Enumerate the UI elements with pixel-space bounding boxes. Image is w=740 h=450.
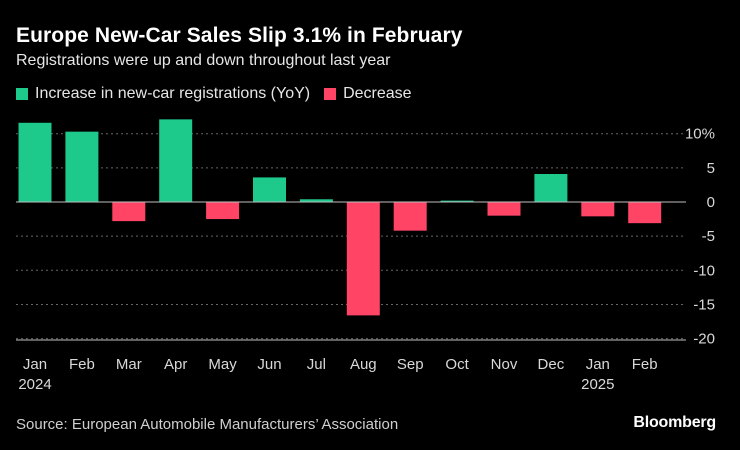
legend-swatch-increase bbox=[16, 88, 28, 100]
bar bbox=[18, 122, 52, 202]
bar bbox=[346, 202, 380, 316]
legend-label-increase: Increase in new-car registrations (YoY) bbox=[35, 85, 311, 102]
source-note: Source: European Automobile Manufacturer… bbox=[16, 416, 399, 433]
bar bbox=[253, 177, 286, 202]
x-year-label: 2024 bbox=[18, 376, 51, 393]
x-tick-label: Aug bbox=[350, 356, 377, 373]
y-tick-label: -10 bbox=[693, 262, 715, 279]
x-tick-label: Sep bbox=[397, 356, 424, 373]
legend-item-increase: Increase in new-car registrations (YoY) bbox=[16, 85, 310, 103]
chart-subtitle: Registrations were up and down throughou… bbox=[16, 52, 391, 69]
x-year-label: 2025 bbox=[581, 376, 614, 393]
legend: Increase in new-car registrations (YoY) … bbox=[16, 85, 426, 103]
bar bbox=[393, 202, 427, 231]
x-tick-label: Jan bbox=[586, 356, 610, 373]
y-tick-label: -20 bbox=[693, 331, 715, 348]
x-tick-label: Oct bbox=[445, 356, 469, 373]
bar bbox=[206, 202, 240, 220]
bar bbox=[628, 202, 662, 224]
bar bbox=[112, 202, 146, 222]
y-tick-label: 10% bbox=[685, 126, 715, 143]
x-tick-label: Jul bbox=[307, 356, 326, 373]
x-tick-label: Feb bbox=[632, 356, 658, 373]
bar bbox=[159, 119, 193, 202]
x-tick-label: Jun bbox=[257, 356, 281, 373]
x-tick-label: Nov bbox=[491, 356, 518, 373]
legend-label-decrease: Decrease bbox=[343, 85, 412, 102]
bar bbox=[440, 200, 474, 202]
x-tick-label: Mar bbox=[116, 356, 142, 373]
x-tick-label: Jan bbox=[23, 356, 47, 373]
bar bbox=[299, 199, 333, 202]
bloomberg-logo: Bloomberg bbox=[633, 414, 716, 431]
x-tick-label: May bbox=[208, 356, 237, 373]
legend-swatch-decrease bbox=[324, 88, 337, 100]
legend-item-decrease: Decrease bbox=[324, 85, 412, 103]
y-tick-label: 5 bbox=[707, 160, 715, 177]
y-tick-label: -5 bbox=[702, 228, 715, 245]
y-tick-label: 0 bbox=[707, 194, 715, 211]
x-tick-label: Feb bbox=[69, 356, 95, 373]
bar bbox=[487, 202, 521, 216]
bar bbox=[534, 173, 568, 202]
chart-title: Europe New-Car Sales Slip 3.1% in Februa… bbox=[16, 24, 463, 47]
bar bbox=[581, 202, 615, 217]
x-tick-label: Dec bbox=[538, 356, 565, 373]
x-tick-label: Apr bbox=[164, 356, 187, 373]
y-tick-label: -15 bbox=[693, 296, 715, 313]
bar bbox=[65, 131, 99, 202]
